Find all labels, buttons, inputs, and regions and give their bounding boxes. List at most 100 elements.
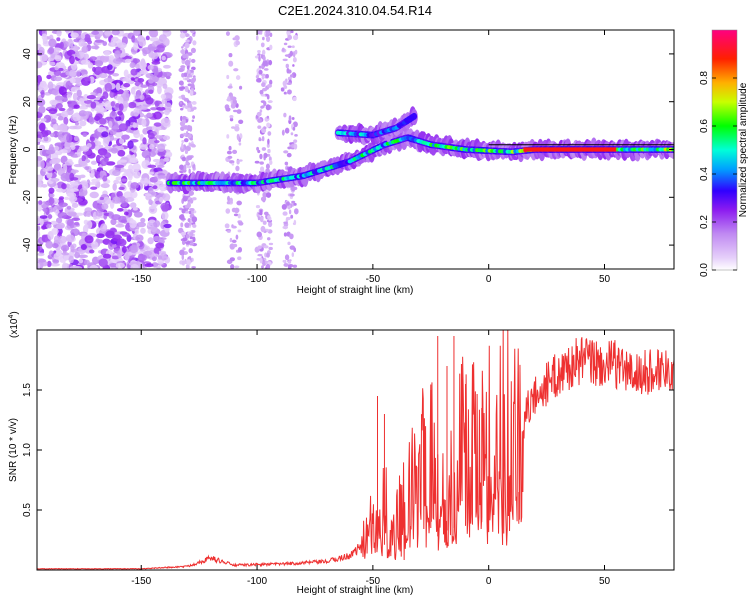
heatmap-noise-cell [98,144,104,148]
heatmap-streak-cell [259,153,263,160]
snr-x-tick-label: -150 [131,576,151,587]
heatmap-noise-cell [63,116,69,126]
heatmap-streak-cell [187,102,193,110]
heatmap-streak-cell [185,145,191,152]
snr-y-tick-label: 1.5 [22,383,33,397]
heatmap-noise-cell [53,252,63,260]
heatmap-noise-cell [76,89,82,98]
heatmap-noise-cell [48,108,58,115]
heatmap-noise-cell [80,33,86,40]
snr-x-tick-label: -100 [247,576,267,587]
heatmap-noise-cell [72,92,78,101]
heatmap-streak-cell [192,40,197,46]
heatmap-streak-cell [260,93,266,97]
heatmap-noise-cell [158,196,164,203]
heatmap-noise-cell [78,258,84,264]
heatmap-streak-cell [190,143,195,147]
heatmap-streak-cell [267,131,272,136]
heatmap-streak-cell [192,164,195,169]
heatmap-noise-cell [78,110,87,117]
heatmap-streak-cell [230,103,236,109]
heatmap-noise-cell [144,263,154,268]
heatmap-noise-cell [100,183,110,189]
heatmap-streak-cell [229,114,234,119]
heatmap-streak-cell [190,78,195,85]
heatmap-noise-cell [132,207,138,211]
heatmap-noise-cell [54,145,60,151]
heatmap-streak-cell [191,58,196,64]
heatmap-streak-cell [178,227,184,234]
heatmap-streak-cell [292,57,297,63]
heatmap-noise-cell [114,164,125,169]
heatmap-streak-cell [184,33,190,37]
heatmap-streak-cell [268,242,274,246]
heatmap-noise-cell [65,234,75,243]
heatmap-noise-cell [162,193,171,202]
heatmap-noise-cell [69,77,76,84]
heatmap-streak-cell [257,118,263,123]
heatmap-noise-cell [118,186,125,191]
heatmap-streak-cell [236,200,242,206]
heatmap-streak-cell [189,90,194,96]
heatmap-noise-cell [86,94,97,100]
heatmap-noise-cell [159,158,165,166]
heatmap-streak-cell [235,75,241,81]
heatmap-streak-cell [262,60,268,67]
heatmap-noise-cell [79,161,87,167]
heatmap-noise-cell [153,122,162,127]
heatmap-noise-cell [104,82,113,92]
heatmap-streak-cell [285,216,289,224]
heatmap-streak-cell [184,138,189,143]
heatmap-streak-cell [284,254,290,261]
heatmap-streak-cell [255,34,259,41]
heatmap-streak-cell [191,266,196,269]
heatmap-noise-cell [89,56,97,61]
heatmap-noise-cell [40,160,45,169]
heatmap-streak-cell [286,82,292,85]
heatmap-noise-cell [101,55,109,63]
heatmap-noise-cell [61,110,69,119]
heatmap-noise-cell [98,72,108,79]
heatmap-noise-cell [157,164,165,168]
heatmap-streak-cell [284,161,289,166]
spectrogram-x-tick-label: -150 [131,274,151,285]
heatmap-streak-cell [263,68,269,71]
heatmap-noise-cell [54,55,62,62]
heatmap-noise-cell [156,112,161,120]
heatmap-noise-cell [56,30,62,37]
heatmap-noise-cell [58,202,68,208]
heatmap-noise-cell [112,196,121,204]
heatmap-noise-cell [156,80,163,89]
heatmap-streak-cell [227,155,233,159]
heatmap-noise-cell [68,183,79,190]
colorbar-tick-label: 0.4 [699,167,710,181]
heatmap-noise-cell [161,211,169,220]
heatmap-streak-cell [267,148,271,154]
heatmap-noise-cell [121,200,128,208]
heatmap-noise-cell [104,30,113,36]
heatmap-noise-cell [51,89,59,96]
heatmap-streak-cell [281,129,285,136]
heatmap-noise-cell [112,30,118,34]
heatmap-noise-cell [156,106,166,111]
heatmap-noise-cell [116,238,127,247]
heatmap-streak-cell [286,201,290,206]
heatmap-noise-cell [97,93,102,99]
heatmap-noise-cell [66,91,73,96]
heatmap-streak-cell [229,117,234,122]
heatmap-noise-cell [99,170,104,179]
heatmap-noise-cell [69,181,79,186]
heatmap-streak-cell [263,152,268,159]
heatmap-noise-cell [57,131,65,137]
heatmap-streak-cell [265,163,270,170]
heatmap-streak-cell [186,155,193,161]
heatmap-noise-cell [133,171,141,179]
heatmap-streak-cell [186,165,192,169]
heatmap-streak-cell [284,127,290,134]
heatmap-noise-cell [141,254,147,261]
heatmap-noise-cell [122,78,131,82]
heatmap-streak-cell [184,149,189,155]
heatmap-streak-cell [181,261,185,266]
heatmap-streak-cell [186,201,191,209]
heatmap-streak-cell [232,109,238,113]
